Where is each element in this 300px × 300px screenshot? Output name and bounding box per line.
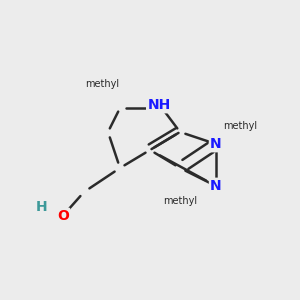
Text: O: O (57, 209, 69, 223)
Text: methyl: methyl (223, 121, 257, 131)
Text: NH: NH (147, 98, 171, 112)
Text: H: H (36, 200, 48, 214)
Text: methyl: methyl (163, 196, 197, 206)
Text: N: N (210, 137, 222, 151)
Text: N: N (210, 179, 222, 193)
Text: methyl: methyl (85, 79, 119, 89)
